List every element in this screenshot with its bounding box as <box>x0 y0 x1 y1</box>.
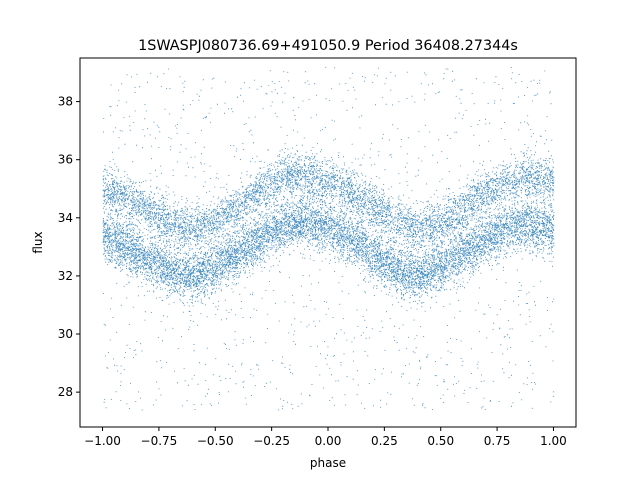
x-tick-label: −1.00 <box>84 434 121 448</box>
y-tick-label: 38 <box>58 95 73 109</box>
y-axis-ticks: 28 30 32 34 36 38 <box>58 95 80 399</box>
x-tick-label: −0.50 <box>197 434 234 448</box>
x-tick-label: −0.25 <box>253 434 290 448</box>
x-tick-label: 0.00 <box>315 434 342 448</box>
chart-title: 1SWASPJ080736.69+491050.9 Period 36408.2… <box>138 38 518 54</box>
y-tick-label: 28 <box>58 385 73 399</box>
x-tick-label: 1.00 <box>540 434 567 448</box>
x-axis-ticks: −1.00 −0.75 −0.50 −0.25 0.00 0.25 0.50 0.75 1.00 <box>84 427 567 448</box>
x-axis-label: phase <box>310 456 346 470</box>
y-axis-label: flux <box>31 231 45 253</box>
x-tick-label: 0.50 <box>427 434 454 448</box>
y-tick-label: 30 <box>58 327 73 341</box>
x-tick-label: 0.75 <box>484 434 511 448</box>
y-tick-label: 32 <box>58 269 73 283</box>
y-tick-label: 36 <box>58 153 73 167</box>
scatter-point <box>102 66 555 411</box>
x-tick-label: 0.25 <box>371 434 398 448</box>
y-tick-label: 34 <box>58 211 73 225</box>
x-tick-label: −0.75 <box>141 434 178 448</box>
data-points <box>102 66 555 411</box>
